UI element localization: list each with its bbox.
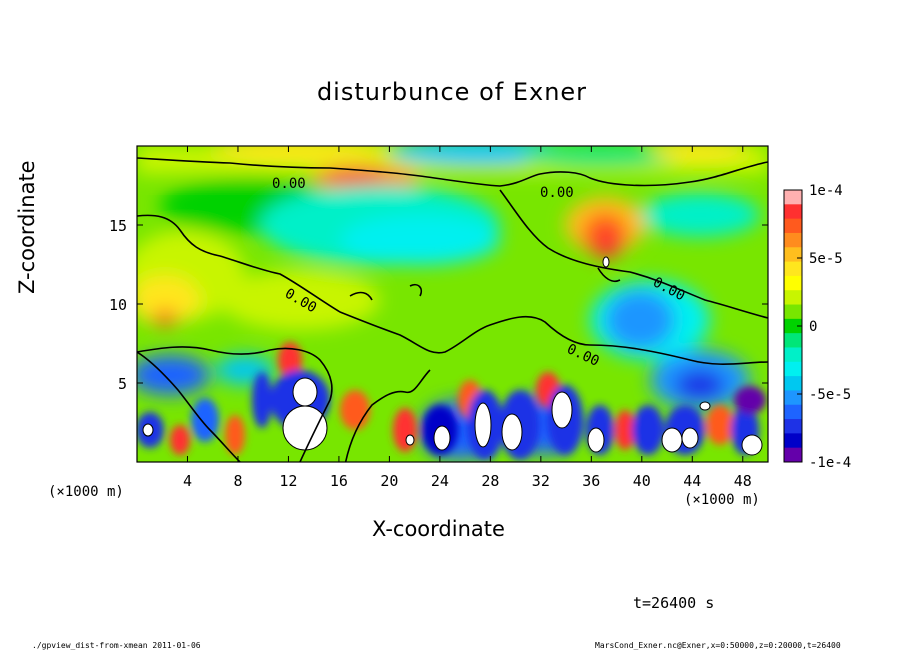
x-tick-label: 16 [330, 472, 348, 490]
contour-label: 0.00 [272, 176, 306, 192]
colorbar-segment [784, 433, 802, 449]
x-tick-label: 20 [380, 472, 398, 490]
y-axis-label: Z-coordinate [15, 160, 40, 294]
colorbar-segment [784, 190, 802, 205]
colorbar-segment [784, 419, 802, 434]
x-axis-ticks: 4 8 12 16 20 24 28 32 36 40 44 48 [183, 146, 752, 490]
x-axis-label: X-coordinate [372, 517, 505, 541]
colorbar-segment [784, 275, 802, 291]
chart-title: disturbunce of Exner [316, 78, 588, 106]
x-tick-label: 8 [233, 472, 242, 490]
y-tick-label: 15 [109, 217, 127, 235]
colorbar-segment [784, 247, 802, 263]
y-axis-ticks: 5 10 15 [109, 217, 768, 393]
time-label: t=26400 s [633, 594, 715, 612]
colorbar-segment [784, 376, 802, 391]
colorbar-tick-label: -1e-4 [809, 455, 851, 471]
colorbar-segment [784, 261, 802, 277]
colorbar-segment [784, 290, 802, 306]
y-tick-label: 10 [109, 296, 127, 314]
colorbar-segment [784, 347, 802, 363]
colorbar-tick-label: 1e-4 [809, 183, 843, 199]
footer-data-source: MarsCond_Exner.nc@Exner,x=0:50000,z=0:20… [595, 641, 841, 650]
y-tick-label: 5 [118, 375, 127, 393]
colorbar-segment [784, 447, 802, 463]
x-tick-label: 4 [183, 472, 192, 490]
x-unit-label-right: (×1000 m) [684, 492, 760, 508]
colorbar-segment [784, 404, 802, 420]
x-tick-label: 28 [481, 472, 499, 490]
heatmap-field: 0.00 0.00 0.00 0.00 0.00 [137, 146, 768, 462]
footer-script-info: ./gpview_dist-from-xmean 2011-01-06 [32, 641, 201, 650]
colorbar: 1e-4 5e-5 0 -5e-5 -1e-4 [783, 183, 851, 471]
x-unit-label-left: (×1000 m) [48, 484, 124, 500]
x-tick-label: 36 [582, 472, 600, 490]
x-tick-label: 40 [633, 472, 651, 490]
x-tick-label: 32 [532, 472, 550, 490]
colorbar-segment [784, 390, 802, 406]
x-tick-label: 48 [734, 472, 752, 490]
colorbar-tick-label: 5e-5 [809, 251, 843, 267]
x-tick-label: 44 [683, 472, 701, 490]
colorbar-tick-label: -5e-5 [809, 387, 851, 403]
colorbar-segment [784, 204, 802, 220]
colorbar-segment [784, 304, 802, 320]
colorbar-segment [784, 232, 802, 248]
x-tick-label: 12 [279, 472, 297, 490]
colorbar-segment [784, 361, 802, 377]
colorbar-segment [784, 318, 802, 334]
colorbar-segment [784, 333, 802, 348]
zero-contours [137, 157, 768, 462]
colorbar-segment [784, 218, 802, 234]
colorbar-tick-label: 0 [809, 319, 817, 335]
x-tick-label: 24 [431, 472, 449, 490]
contour-label: 0.00 [540, 185, 574, 201]
